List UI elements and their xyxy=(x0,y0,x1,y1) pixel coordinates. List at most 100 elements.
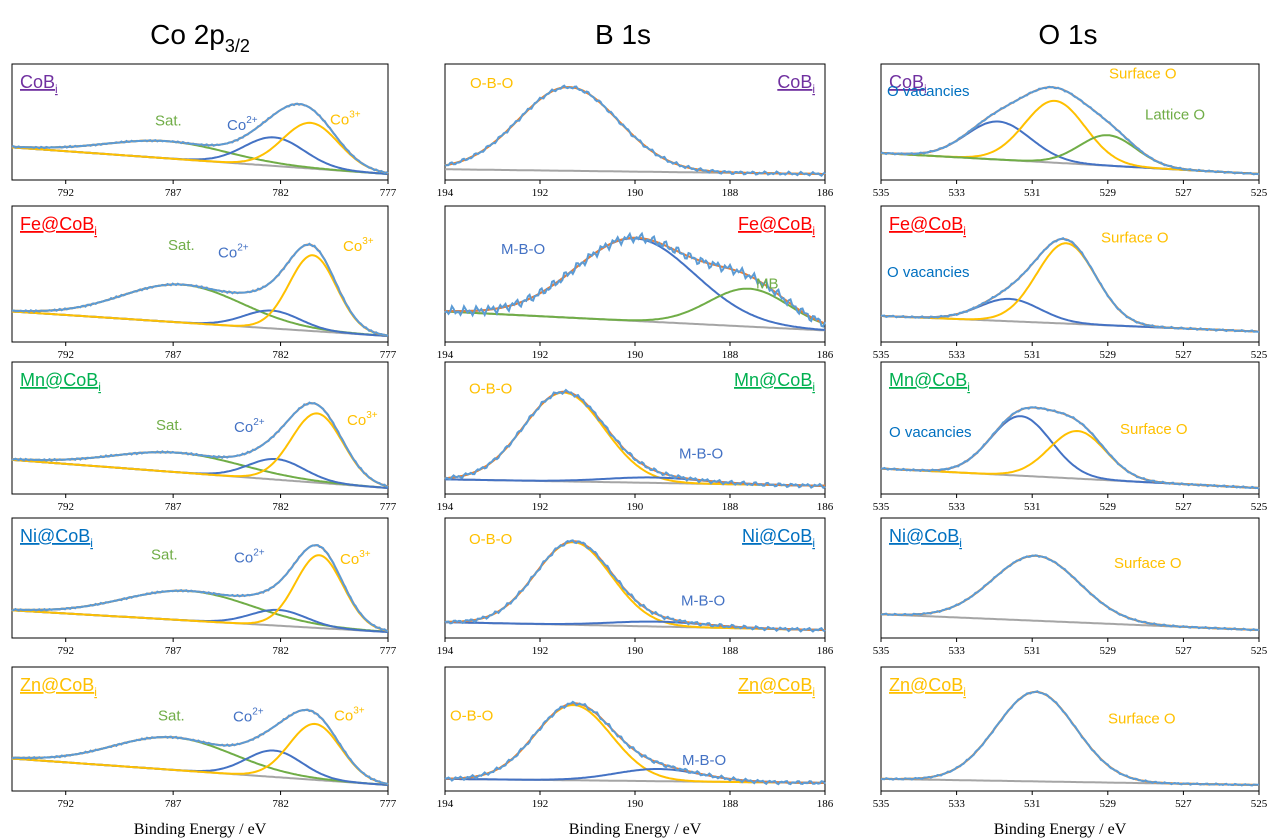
peak-annotation: Co3+ xyxy=(340,549,371,568)
x-tick-label: 531 xyxy=(1024,501,1041,513)
column-title-o1s: O 1s xyxy=(1038,19,1097,50)
peak-annotation: Surface O xyxy=(1120,421,1188,438)
x-tick-label: 792 xyxy=(57,501,74,513)
x-tick-label: 188 xyxy=(722,349,739,361)
x-tick-label: 527 xyxy=(1175,187,1192,199)
x-tick-label: 535 xyxy=(873,349,890,361)
peak-annotation: O-B-O xyxy=(450,707,493,724)
peak-annotation: Co2+ xyxy=(233,706,264,725)
panel-0-3: 792 787 782 777 Ni@CoBi Sat. Co2+ Co3+ xyxy=(11,517,397,657)
x-tick-label: 777 xyxy=(380,187,397,199)
x-tick-label: 188 xyxy=(722,501,739,513)
raw-data-line xyxy=(880,554,1260,632)
panel-0-2: 792 787 782 777 Mn@CoBi Sat. Co2+ Co3+ xyxy=(11,361,397,513)
peak-annotation: M-B-O xyxy=(501,241,545,258)
x-tick-label: 190 xyxy=(627,645,644,657)
x-tick-label: 529 xyxy=(1100,501,1117,513)
x-tick-label: 194 xyxy=(437,187,454,199)
raw-data-line xyxy=(444,539,826,633)
sample-label: Zn@CoBi xyxy=(889,675,966,699)
panel-0-1: 792 787 782 777 Fe@CoBi Sat. Co2+ Co3+ xyxy=(11,205,397,361)
peak-annotation: O-B-O xyxy=(470,75,513,92)
sample-label: CoBi xyxy=(777,72,815,96)
x-tick-label: 531 xyxy=(1024,187,1041,199)
sample-label: CoBi xyxy=(889,72,927,96)
x-tick-label: 527 xyxy=(1175,349,1192,361)
sample-label: Ni@CoBi xyxy=(889,526,962,550)
x-tick-label: 186 xyxy=(817,187,834,199)
x-tick-label: 787 xyxy=(165,187,182,199)
peak-annotation: Surface O xyxy=(1114,555,1182,572)
peak-annotation: O vacancies xyxy=(889,424,972,441)
x-tick-label: 527 xyxy=(1175,798,1192,810)
component-yellow xyxy=(11,121,389,174)
x-tick-label: 533 xyxy=(948,501,965,513)
raw-data-line xyxy=(444,700,826,786)
panel-frame xyxy=(11,205,389,343)
peak-annotation: MB xyxy=(756,276,779,293)
x-tick-label: 192 xyxy=(532,501,549,513)
x-tick-label: 525 xyxy=(1251,798,1268,810)
x-tick-label: 782 xyxy=(272,645,289,657)
x-tick-label: 192 xyxy=(532,349,549,361)
raw-data-line xyxy=(880,690,1260,787)
x-tick-label: 186 xyxy=(817,349,834,361)
x-tick-label: 192 xyxy=(532,798,549,810)
x-axis-label: Binding Energy / eV xyxy=(569,821,702,838)
sample-label: Fe@CoBi xyxy=(889,214,966,238)
peak-annotation: Surface O xyxy=(1101,230,1169,247)
peak-annotation: Co2+ xyxy=(218,242,249,261)
column-title-b1s: B 1s xyxy=(595,19,651,50)
sample-label: Zn@CoBi xyxy=(738,675,815,699)
sample-label: Mn@CoBi xyxy=(889,370,970,394)
raw-data-line xyxy=(11,401,388,488)
peak-annotation: Co3+ xyxy=(347,410,378,429)
x-tick-label: 787 xyxy=(165,501,182,513)
sample-label: Mn@CoBi xyxy=(734,370,815,394)
raw-data-line xyxy=(444,388,826,490)
peak-annotation: M-B-O xyxy=(681,593,725,610)
x-tick-label: 531 xyxy=(1024,645,1041,657)
x-tick-label: 527 xyxy=(1175,645,1192,657)
x-tick-label: 186 xyxy=(817,645,834,657)
x-tick-label: 787 xyxy=(165,798,182,810)
x-tick-label: 188 xyxy=(722,187,739,199)
x-tick-label: 529 xyxy=(1100,187,1117,199)
peak-annotation: O vacancies xyxy=(887,264,970,281)
raw-data-line xyxy=(880,85,1260,176)
raw-data-line xyxy=(880,406,1260,490)
peak-annotation: Sat. xyxy=(158,707,185,724)
sample-label: Zn@CoBi xyxy=(20,675,97,699)
x-tick-label: 194 xyxy=(437,501,454,513)
panel-2-1: 535 533 531 529 527 525 Fe@CoBi O vacancies Surf… xyxy=(873,205,1268,361)
sample-label: Fe@CoBi xyxy=(738,214,815,238)
x-axis-label: Binding Energy / eV xyxy=(134,821,267,838)
x-tick-label: 777 xyxy=(380,645,397,657)
peak-annotation: Sat. xyxy=(156,417,183,434)
x-tick-label: 792 xyxy=(57,349,74,361)
x-tick-label: 533 xyxy=(948,645,965,657)
component-yellow xyxy=(11,554,389,632)
x-tick-label: 529 xyxy=(1100,645,1117,657)
x-tick-label: 529 xyxy=(1100,798,1117,810)
peak-annotation: Sat. xyxy=(168,237,195,254)
panel-2-2: 535 533 531 529 527 525 Mn@CoBi O vacancies Surf… xyxy=(873,361,1268,513)
peak-annotation: Co3+ xyxy=(330,110,361,129)
x-tick-label: 792 xyxy=(57,798,74,810)
component-yellow xyxy=(11,412,389,488)
x-tick-label: 192 xyxy=(532,645,549,657)
raw-data-line xyxy=(11,242,389,337)
peak-annotation: Surface O xyxy=(1108,710,1176,727)
x-tick-label: 190 xyxy=(627,798,644,810)
x-tick-label: 192 xyxy=(532,187,549,199)
raw-data-line xyxy=(444,84,826,177)
x-tick-label: 525 xyxy=(1251,187,1268,199)
sample-label: CoBi xyxy=(20,72,58,96)
x-tick-label: 194 xyxy=(437,349,454,361)
x-tick-label: 190 xyxy=(627,187,644,199)
x-tick-label: 792 xyxy=(57,187,74,199)
x-tick-label: 194 xyxy=(437,645,454,657)
x-tick-label: 792 xyxy=(57,645,74,657)
panel-1-2: 194 192 190 188 186 Mn@CoBi O-B-O M-B-O xyxy=(437,361,834,513)
